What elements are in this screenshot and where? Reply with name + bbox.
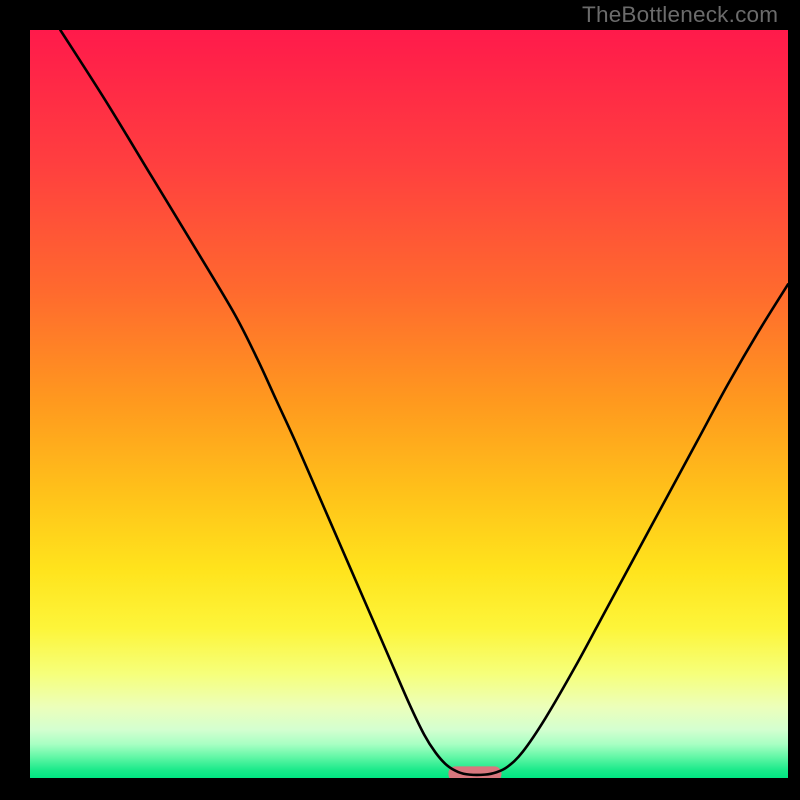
plot-area (30, 30, 788, 778)
chart-stage: TheBottleneck.com (0, 0, 800, 800)
frame-bottom (0, 778, 800, 800)
gradient-background (30, 30, 788, 778)
watermark-text: TheBottleneck.com (582, 2, 778, 28)
plot-svg (30, 30, 788, 778)
frame-left (0, 0, 30, 800)
frame-right (788, 0, 800, 800)
